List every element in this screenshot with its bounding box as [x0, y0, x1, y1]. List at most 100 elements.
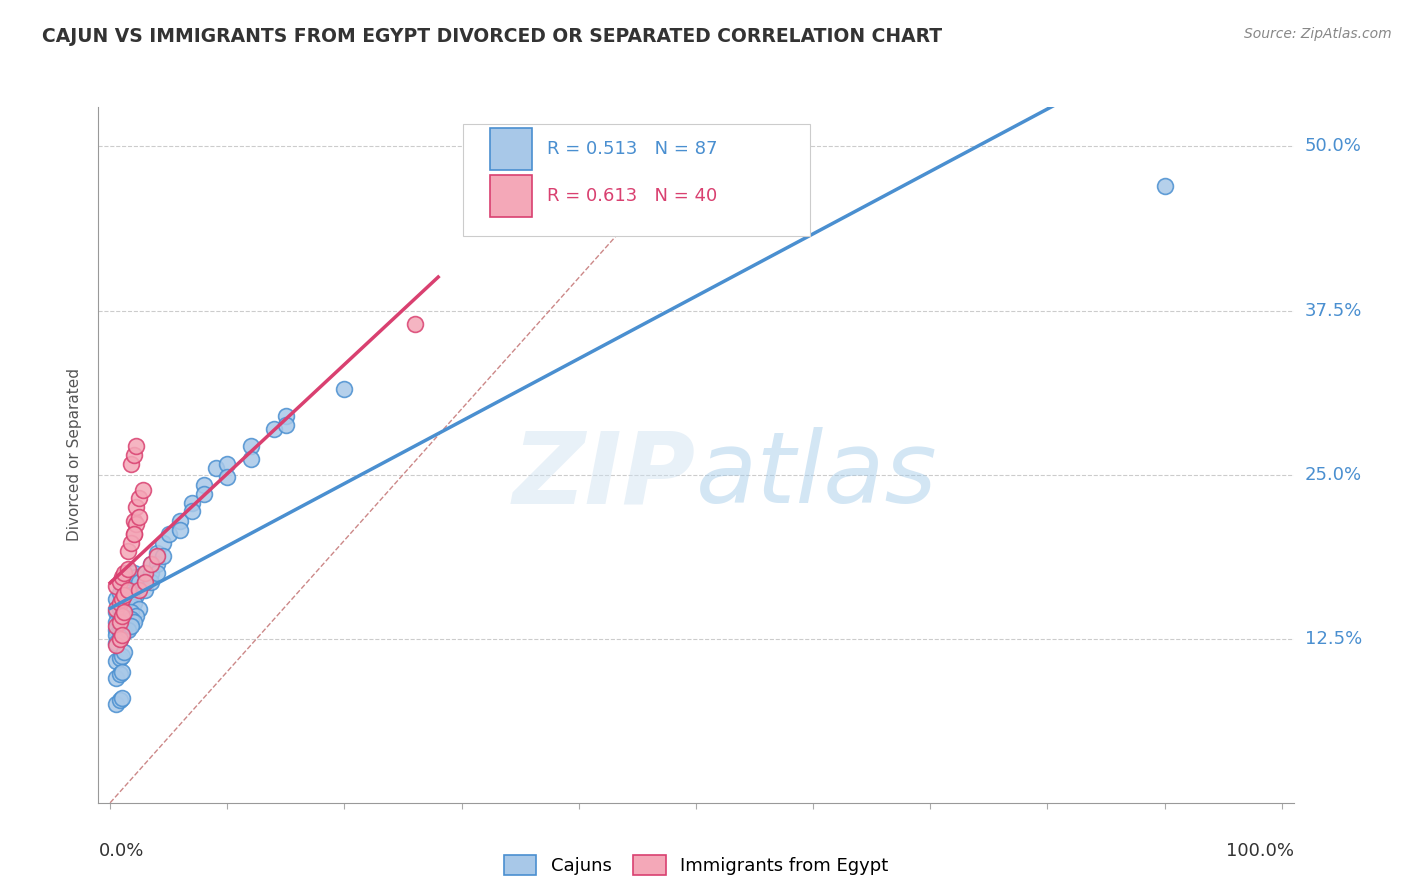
Point: [108, 601, 131, 615]
Point: [122, 615, 145, 629]
Point: [111, 628, 134, 642]
Point: [117, 543, 139, 558]
Point: [217, 457, 239, 471]
Point: [134, 575, 156, 590]
Point: [108, 632, 131, 646]
Point: [120, 599, 142, 613]
Point: [120, 612, 142, 626]
Point: [105, 671, 128, 685]
Point: [112, 645, 135, 659]
Point: [333, 382, 356, 396]
Point: [122, 596, 145, 610]
Point: [128, 509, 150, 524]
Point: [117, 601, 139, 615]
Point: [125, 570, 148, 584]
Point: [120, 606, 142, 620]
Point: [141, 557, 163, 571]
Point: [141, 575, 163, 590]
Point: [122, 586, 145, 600]
Text: 37.5%: 37.5%: [1305, 301, 1362, 319]
Text: 50.0%: 50.0%: [1305, 137, 1361, 155]
Point: [181, 496, 204, 510]
Point: [117, 562, 139, 576]
Point: [169, 523, 191, 537]
Point: [108, 618, 131, 632]
Point: [108, 615, 131, 629]
Point: [111, 579, 134, 593]
Point: [105, 638, 128, 652]
Point: [128, 575, 150, 590]
Point: [108, 596, 131, 610]
Point: [111, 615, 134, 629]
Point: [146, 549, 169, 563]
Point: [152, 536, 174, 550]
Point: [108, 575, 131, 590]
Point: [111, 628, 134, 642]
Point: [105, 618, 128, 632]
Point: [128, 491, 150, 506]
Point: [117, 573, 139, 587]
Point: [108, 632, 131, 646]
Point: [157, 526, 180, 541]
Point: [111, 623, 134, 637]
Point: [193, 487, 215, 501]
Point: [112, 625, 135, 640]
Point: [122, 514, 145, 528]
Text: ZIP: ZIP: [513, 427, 696, 524]
Point: [122, 566, 145, 580]
Point: [112, 606, 135, 620]
Point: [111, 648, 134, 663]
Text: 0.0%: 0.0%: [98, 842, 143, 860]
Point: [105, 654, 128, 668]
Point: [105, 592, 128, 607]
Point: [108, 651, 131, 665]
Point: [105, 628, 128, 642]
Point: [169, 514, 191, 528]
Point: [108, 612, 131, 626]
Point: [105, 606, 128, 620]
Point: [117, 583, 139, 598]
Point: [152, 549, 174, 563]
Point: [111, 609, 134, 624]
Point: [274, 409, 297, 423]
Point: [217, 470, 239, 484]
Point: [120, 536, 142, 550]
Point: [105, 615, 128, 629]
Point: [146, 546, 169, 560]
Point: [105, 579, 128, 593]
Point: [134, 566, 156, 580]
Point: [181, 504, 204, 518]
Point: [1153, 178, 1175, 193]
Text: 25.0%: 25.0%: [1305, 466, 1362, 483]
Point: [108, 667, 131, 681]
Point: [120, 457, 142, 471]
Point: [125, 500, 148, 515]
Text: atlas: atlas: [696, 427, 938, 524]
Point: [146, 566, 169, 580]
Point: [108, 586, 131, 600]
Point: [111, 570, 134, 584]
Point: [120, 618, 142, 632]
Point: [111, 690, 134, 705]
Point: [108, 625, 131, 640]
Point: [132, 483, 155, 498]
Point: [120, 588, 142, 602]
Point: [239, 439, 262, 453]
Point: [111, 599, 134, 613]
Point: [125, 439, 148, 453]
Point: [108, 693, 131, 707]
Text: Source: ZipAtlas.com: Source: ZipAtlas.com: [1244, 27, 1392, 41]
Point: [125, 609, 148, 624]
Point: [112, 596, 135, 610]
Point: [112, 606, 135, 620]
Point: [128, 583, 150, 598]
Point: [112, 566, 135, 580]
Point: [117, 615, 139, 629]
Point: [117, 609, 139, 624]
Point: [112, 612, 135, 626]
Point: [112, 618, 135, 632]
Point: [122, 448, 145, 462]
Point: [111, 665, 134, 679]
Text: 12.5%: 12.5%: [1305, 630, 1362, 648]
Point: [105, 698, 128, 712]
